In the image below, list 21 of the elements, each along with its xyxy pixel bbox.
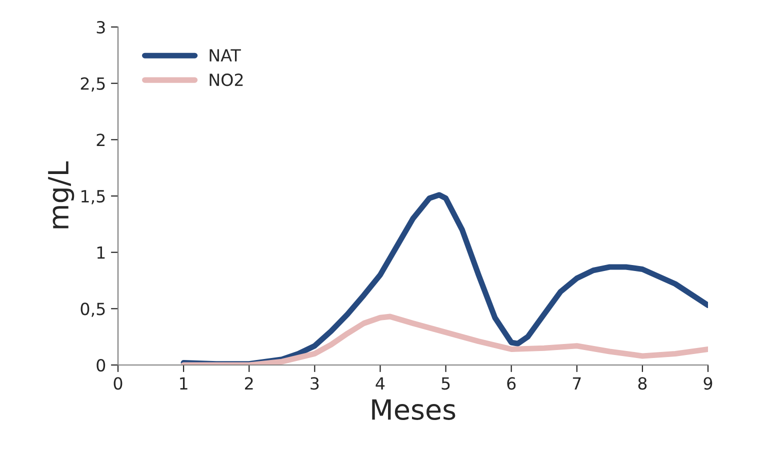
x-tick-label: 1 bbox=[180, 377, 188, 390]
y-tick-label: 0 bbox=[96, 358, 106, 372]
x-tick-label: 2 bbox=[245, 377, 253, 390]
x-tick-label: 3 bbox=[310, 377, 319, 390]
x-axis-title: Meses bbox=[372, 399, 456, 420]
x-tick-label: 9 bbox=[704, 377, 712, 390]
y-tick-label: 3 bbox=[96, 20, 105, 34]
x-tick-label: 6 bbox=[507, 377, 516, 390]
y-tick-label: 1 bbox=[97, 246, 105, 259]
x-tick-label: 5 bbox=[442, 377, 450, 390]
y-tick-label: 1,5 bbox=[82, 190, 105, 204]
x-tick-label: 7 bbox=[572, 377, 581, 390]
y-tick-label: 0,5 bbox=[80, 302, 105, 317]
y-tick-label: 2 bbox=[96, 134, 105, 146]
x-tick-label: 4 bbox=[376, 377, 385, 390]
x-tick-label: 8 bbox=[638, 377, 647, 390]
x-tick-label: 0 bbox=[114, 377, 122, 390]
legend-label: NAT bbox=[210, 49, 241, 62]
legend-label: NO2 bbox=[210, 74, 243, 86]
y-axis-title: mg/L bbox=[48, 161, 74, 228]
y-tick-label: 2,5 bbox=[80, 77, 105, 92]
